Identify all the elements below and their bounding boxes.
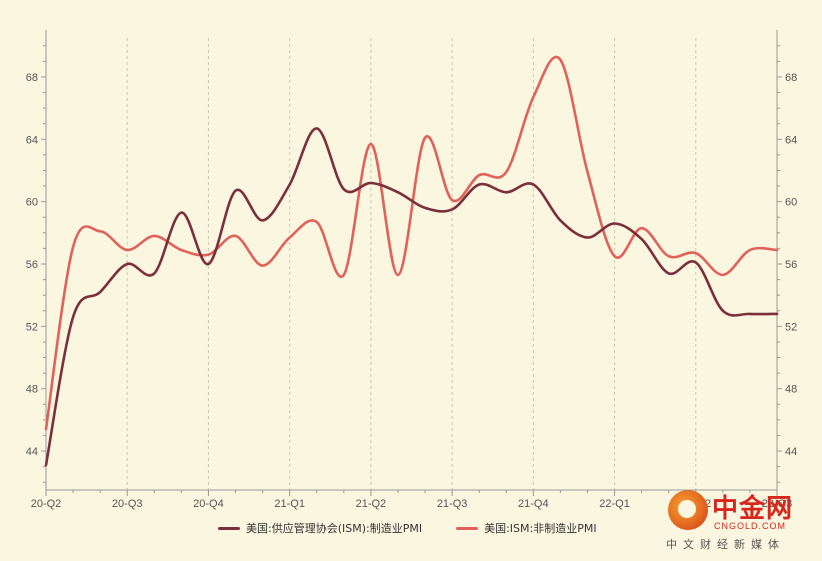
legend-swatch-manufacturing [218, 526, 240, 530]
watermark-logo: 中金网 CNGOLD.COM 中文财经新媒体 [666, 488, 816, 554]
series-line-manufacturing[interactable] [44, 127, 779, 467]
legend-label-manufacturing: 美国:供应管理协会(ISM):制造业PMI [246, 522, 423, 535]
x-tick-label: 20-Q2 [31, 498, 62, 510]
y-tick-label-left: 48 [26, 384, 38, 396]
legend-swatch-nonmanufacturing [456, 526, 479, 530]
x-tick-label: 20-Q4 [193, 498, 224, 510]
x-tick-label: 20-Q3 [112, 498, 143, 510]
y-tick-label-left: 64 [26, 134, 38, 146]
cngold-logo-inner [678, 500, 696, 518]
y-tick-label-right: 64 [785, 134, 797, 146]
y-tick-label-right: 44 [785, 446, 797, 458]
y-tick-label-left: 60 [26, 197, 38, 209]
y-tick-label-right: 48 [785, 384, 797, 396]
legend-item-nonmanufacturing[interactable]: 美国:ISM:非制造业PMI [456, 520, 597, 536]
watermark-domain: CNGOLD.COM [714, 521, 787, 531]
y-tick-label-left: 56 [26, 259, 38, 271]
y-tick-label-left: 52 [26, 321, 38, 333]
legend-item-manufacturing[interactable]: 美国:供应管理协会(ISM):制造业PMI [218, 520, 422, 536]
x-tick-label: 22-Q1 [599, 498, 630, 510]
y-tick-label-left: 68 [26, 72, 38, 84]
y-tick-label-left: 44 [26, 446, 38, 458]
watermark-brand: 中金网 [712, 494, 794, 524]
x-tick-label: 21-Q3 [437, 498, 468, 510]
y-tick-label-right: 68 [785, 72, 797, 84]
x-tick-label: 21-Q4 [518, 498, 549, 510]
x-tick-label: 21-Q1 [274, 498, 305, 510]
y-tick-label-right: 60 [785, 197, 797, 209]
series-line-nonmanufacturing[interactable] [44, 55, 779, 431]
y-tick-label-right: 56 [785, 259, 797, 271]
legend-label-nonmanufacturing: 美国:ISM:非制造业PMI [484, 522, 597, 535]
x-tick-label: 21-Q2 [356, 498, 387, 510]
y-tick-label-right: 52 [785, 321, 797, 333]
watermark-subtitle: 中文财经新媒体 [666, 538, 785, 551]
x-tick-label: 22-Q3 [762, 498, 793, 510]
legend: 美国:供应管理协会(ISM):制造业PMI 美国:ISM:非制造业PMI [218, 520, 597, 536]
